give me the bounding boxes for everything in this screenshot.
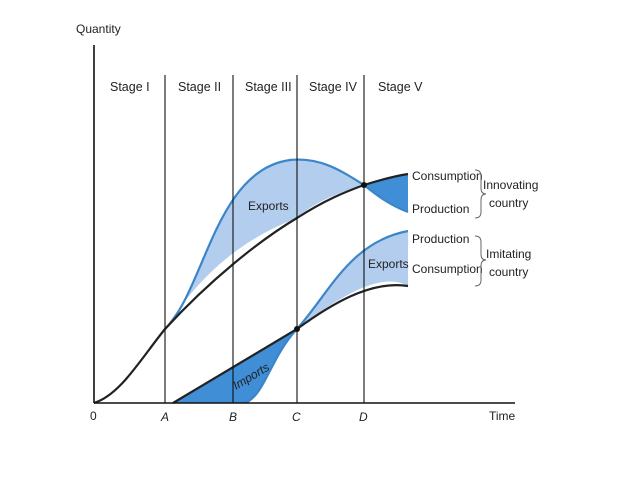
exports-label-imitating: Exports <box>368 257 409 271</box>
tick-label-d: D <box>359 410 368 424</box>
innovating-brace <box>474 169 487 219</box>
stage-label-3: Stage III <box>245 80 292 94</box>
innovating-consumption-label: Consumption <box>412 169 483 183</box>
imitating-brace <box>474 235 487 287</box>
y-axis-label: Quantity <box>76 22 121 36</box>
imitating-exports-region <box>297 231 408 329</box>
imitating-consumption-label: Consumption <box>412 262 483 276</box>
imitating-production-label: Production <box>412 232 469 246</box>
stage-label-2: Stage II <box>178 80 221 94</box>
innovating-imports-region <box>364 174 408 212</box>
imitating-country-label-line1: Imitating <box>486 247 531 261</box>
innovating-country-label-line2: country <box>489 196 528 210</box>
tick-label-c: C <box>292 410 301 424</box>
innovating-production-curve <box>164 158 409 330</box>
imitating-consumption-curve <box>172 284 409 404</box>
origin-label: 0 <box>90 409 97 423</box>
innovating-exports-region <box>165 159 364 329</box>
innovating-production-label: Production <box>412 202 469 216</box>
stage-label-1: Stage I <box>110 80 150 94</box>
stage-label-4: Stage IV <box>309 80 358 94</box>
innovating-country-label-line1: Innovating <box>483 178 538 192</box>
x-axis-label: Time <box>489 409 516 423</box>
innovating-consumption-curve <box>93 172 409 405</box>
tick-label-a: A <box>160 410 169 424</box>
exports-label-innovating: Exports <box>248 199 289 213</box>
imitating-country-label-line2: country <box>489 265 528 279</box>
tick-label-b: B <box>229 410 237 424</box>
stage-label-5: Stage V <box>378 80 423 94</box>
imitating-production-curve <box>244 229 409 405</box>
